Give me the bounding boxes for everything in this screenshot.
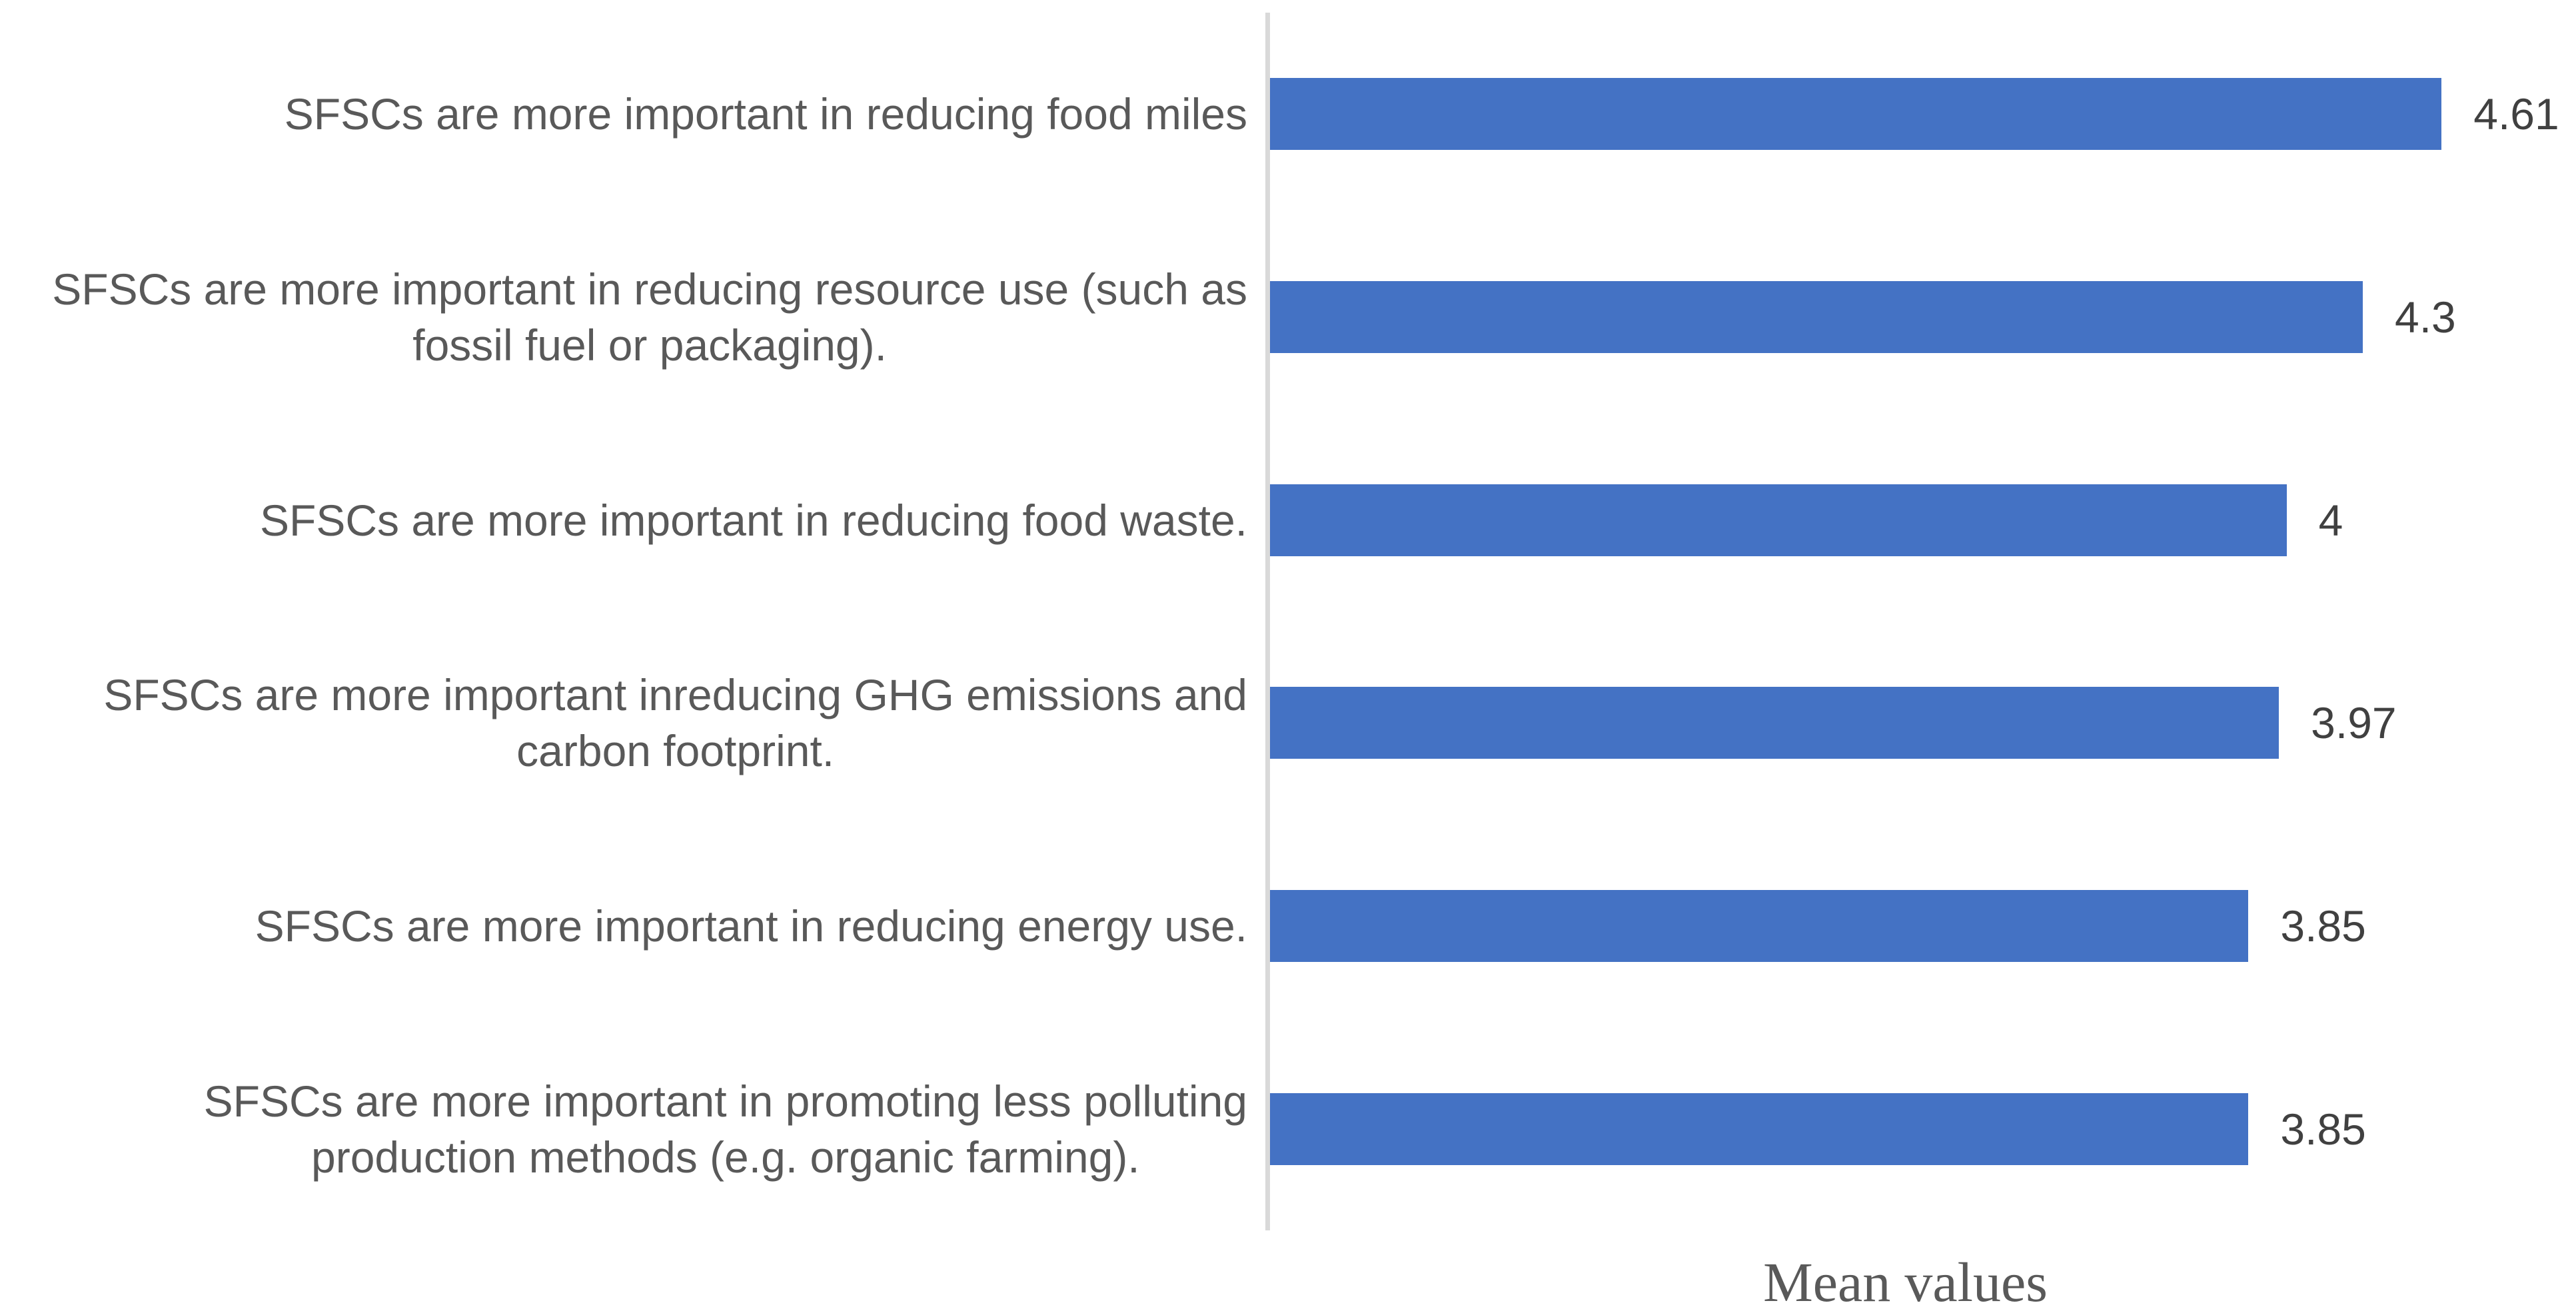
category-label-text: SFSCs are more important in promoting le… — [203, 1076, 1247, 1182]
bar — [1270, 484, 2287, 556]
value-label: 3.97 — [2311, 698, 2397, 748]
y-axis-line — [1265, 13, 1270, 1230]
bar — [1270, 890, 2249, 962]
category-label: SFSCs are more important in reducing foo… — [285, 13, 1247, 216]
bar — [1270, 281, 2363, 353]
category-label: SFSCs are more important in reducing foo… — [260, 418, 1247, 622]
value-label: 3.85 — [2280, 901, 2366, 951]
bar — [1270, 1092, 2249, 1165]
x-axis-title: Mean values — [1763, 1252, 2048, 1311]
category-label: SFSCs are more important in reducing ene… — [255, 825, 1247, 1028]
value-label: 4.61 — [2473, 89, 2559, 139]
category-label-text: SFSCs are more important in reducing res… — [52, 264, 1247, 370]
category-label: SFSCs are more important in promoting le… — [204, 1027, 1247, 1230]
category-label-text: SFSCs are more important in reducing foo… — [259, 495, 1247, 545]
bar — [1270, 78, 2442, 151]
value-label: 4.3 — [2395, 292, 2456, 342]
category-label-text: SFSCs are more important inreducing GHG … — [103, 670, 1247, 776]
category-label-text: SFSCs are more important in reducing foo… — [284, 89, 1247, 139]
bar — [1270, 687, 2279, 759]
category-label-text: SFSCs are more important in reducing ene… — [255, 901, 1247, 951]
category-label: SFSCs are more important inreducing GHG … — [103, 622, 1247, 825]
category-label: SFSCs are more important in reducing res… — [52, 216, 1247, 419]
value-label: 4 — [2318, 495, 2343, 545]
value-label: 3.85 — [2280, 1104, 2366, 1154]
